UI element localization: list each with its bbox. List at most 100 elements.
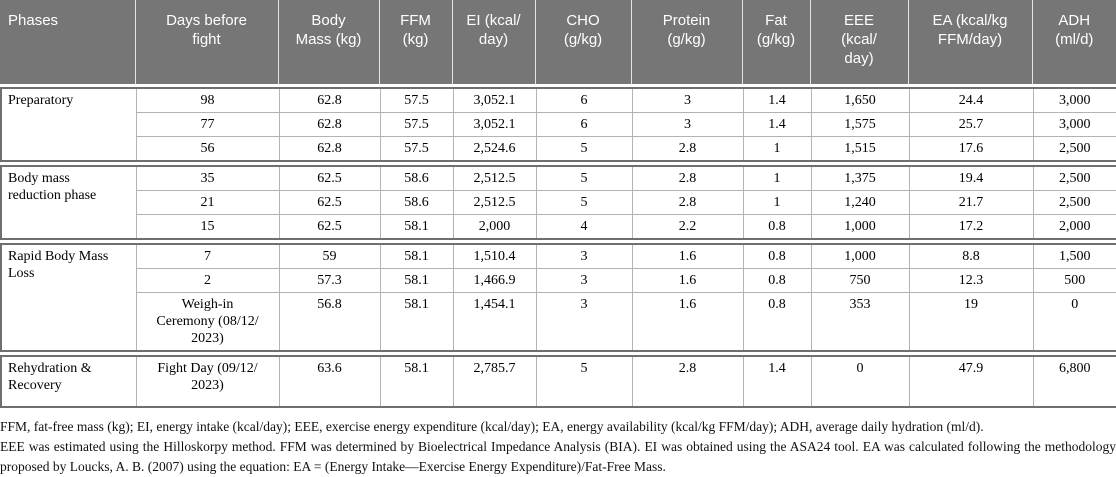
cell-protein: 2.8 xyxy=(631,190,744,215)
cell-days: 21 xyxy=(135,190,280,215)
cell-cho: 6 xyxy=(535,112,633,137)
table-row: Rapid Body Mass Loss 7 59 58.1 1,510.4 3… xyxy=(0,243,1116,352)
cell-ei: 1,466.9 xyxy=(452,268,537,293)
cell-adh: 2,500 xyxy=(1032,165,1116,191)
phase-group-rapid-body-mass-loss: Rapid Body Mass Loss 7 59 58.1 1,510.4 3… xyxy=(0,243,1116,352)
table-row: 77 62.8 57.5 3,052.1 6 3 1.4 1,575 25.7 … xyxy=(1,112,1116,137)
cell-fat: 1 xyxy=(742,190,812,215)
cell-body-mass: 59 xyxy=(278,243,381,269)
cell-protein: 2.8 xyxy=(631,136,744,162)
cell-protein: 2.8 xyxy=(631,165,744,191)
cell-adh: 2,000 xyxy=(1032,214,1116,240)
cell-adh: 6,800 xyxy=(1032,355,1116,408)
cell-adh: 3,000 xyxy=(1032,87,1116,113)
cell-adh: 1,500 xyxy=(1032,243,1116,269)
table-header: Phases Days before fight Body Mass (kg) … xyxy=(0,0,1116,84)
cell-protein: 2.8 xyxy=(631,355,744,408)
cell-fat: 0.8 xyxy=(742,243,812,269)
cell-ffm: 58.1 xyxy=(379,243,454,269)
cell-days: 7 xyxy=(135,243,280,269)
footnote-abbreviations: FFM, fat-free mass (kg); EI, energy inta… xyxy=(0,419,984,434)
phase-label: Rehydration & Recovery xyxy=(0,355,137,408)
cell-ei: 2,512.5 xyxy=(452,190,537,215)
cell-ffm: 57.5 xyxy=(379,136,454,162)
cell-body-mass: 62.5 xyxy=(278,190,381,215)
cell-cho: 4 xyxy=(535,214,633,240)
cell-body-mass: 62.5 xyxy=(278,214,381,240)
cell-days: 15 xyxy=(135,214,280,240)
cell-eee: 750 xyxy=(810,268,910,293)
table-row: 2 57.3 58.1 1,466.9 3 1.6 0.8 750 12.3 5… xyxy=(1,268,1116,293)
cell-fat: 1.4 xyxy=(742,87,812,113)
cell-ei: 3,052.1 xyxy=(452,87,537,113)
cell-ea: 47.9 xyxy=(908,355,1034,408)
cell-ffm: 57.5 xyxy=(379,87,454,113)
table-row: Weigh-in Ceremony (08/12/ 2023) 56.8 58.… xyxy=(1,292,1116,352)
cell-ei: 3,052.1 xyxy=(452,112,537,137)
cell-event: Fight Day (09/12/ 2023) xyxy=(135,355,280,408)
cell-ei: 2,000 xyxy=(452,214,537,240)
col-header-ffm: FFM (kg) xyxy=(378,0,452,84)
cell-cho: 5 xyxy=(535,190,633,215)
cell-ei: 2,512.5 xyxy=(452,165,537,191)
cell-eee: 1,000 xyxy=(810,243,910,269)
cell-ffm: 58.1 xyxy=(379,214,454,240)
cell-protein: 1.6 xyxy=(631,268,744,293)
col-header-eee: EEE (kcal/ day) xyxy=(809,0,908,84)
col-header-body-mass: Body Mass (kg) xyxy=(277,0,379,84)
cell-body-mass: 62.8 xyxy=(278,136,381,162)
cell-ei: 1,454.1 xyxy=(452,292,537,352)
phase-group-rehydration-recovery: Rehydration & Recovery Fight Day (09/12/… xyxy=(0,355,1116,408)
cell-ffm: 58.6 xyxy=(379,190,454,215)
cell-fat: 1.4 xyxy=(742,355,812,408)
phase-label: Preparatory xyxy=(0,87,137,162)
footnote-methods: EEE was estimated using the Hilloskorpy … xyxy=(0,439,1116,474)
cell-eee: 353 xyxy=(810,292,910,352)
cell-body-mass: 63.6 xyxy=(278,355,381,408)
phase-group-body-mass-reduction: Body mass reduction phase 35 62.5 58.6 2… xyxy=(0,165,1116,240)
cell-protein: 3 xyxy=(631,112,744,137)
cell-ea: 12.3 xyxy=(908,268,1034,293)
phase-label: Body mass reduction phase xyxy=(0,165,137,240)
cell-days: 2 xyxy=(135,268,280,293)
cell-adh: 2,500 xyxy=(1032,136,1116,162)
cell-fat: 0.8 xyxy=(742,214,812,240)
cell-body-mass: 62.5 xyxy=(278,165,381,191)
table-row: 15 62.5 58.1 2,000 4 2.2 0.8 1,000 17.2 … xyxy=(1,214,1116,240)
cell-eee: 1,000 xyxy=(810,214,910,240)
cell-adh: 2,500 xyxy=(1032,190,1116,215)
cell-protein: 3 xyxy=(631,87,744,113)
cell-ffm: 58.1 xyxy=(379,355,454,408)
col-header-cho: CHO (g/kg) xyxy=(534,0,631,84)
cell-days: 77 xyxy=(135,112,280,137)
cell-cho: 5 xyxy=(535,136,633,162)
cell-eee: 0 xyxy=(810,355,910,408)
cell-ea: 19 xyxy=(908,292,1034,352)
cell-eee: 1,515 xyxy=(810,136,910,162)
cell-cho: 3 xyxy=(535,292,633,352)
cell-protein: 1.6 xyxy=(631,292,744,352)
cell-days: 56 xyxy=(135,136,280,162)
cell-ea: 19.4 xyxy=(908,165,1034,191)
cell-body-mass: 57.3 xyxy=(278,268,381,293)
cell-protein: 2.2 xyxy=(631,214,744,240)
cell-eee: 1,375 xyxy=(810,165,910,191)
cell-ei: 2,785.7 xyxy=(452,355,537,408)
col-header-ea: EA (kcal/kg FFM/day) xyxy=(907,0,1032,84)
cell-ea: 17.2 xyxy=(908,214,1034,240)
cell-ea: 25.7 xyxy=(908,112,1034,137)
cell-cho: 3 xyxy=(535,268,633,293)
phase-label: Rapid Body Mass Loss xyxy=(0,243,137,352)
cell-protein: 1.6 xyxy=(631,243,744,269)
cell-body-mass: 62.8 xyxy=(278,112,381,137)
cell-cho: 5 xyxy=(535,355,633,408)
col-header-phases: Phases xyxy=(8,12,59,29)
cell-ei: 2,524.6 xyxy=(452,136,537,162)
cell-ea: 24.4 xyxy=(908,87,1034,113)
table-row: 21 62.5 58.6 2,512.5 5 2.8 1 1,240 21.7 … xyxy=(1,190,1116,215)
cell-body-mass: 56.8 xyxy=(278,292,381,352)
cell-fat: 1 xyxy=(742,165,812,191)
cell-adh: 500 xyxy=(1032,268,1116,293)
phase-group-preparatory: Preparatory 98 62.8 57.5 3,052.1 6 3 1.4… xyxy=(0,87,1116,162)
